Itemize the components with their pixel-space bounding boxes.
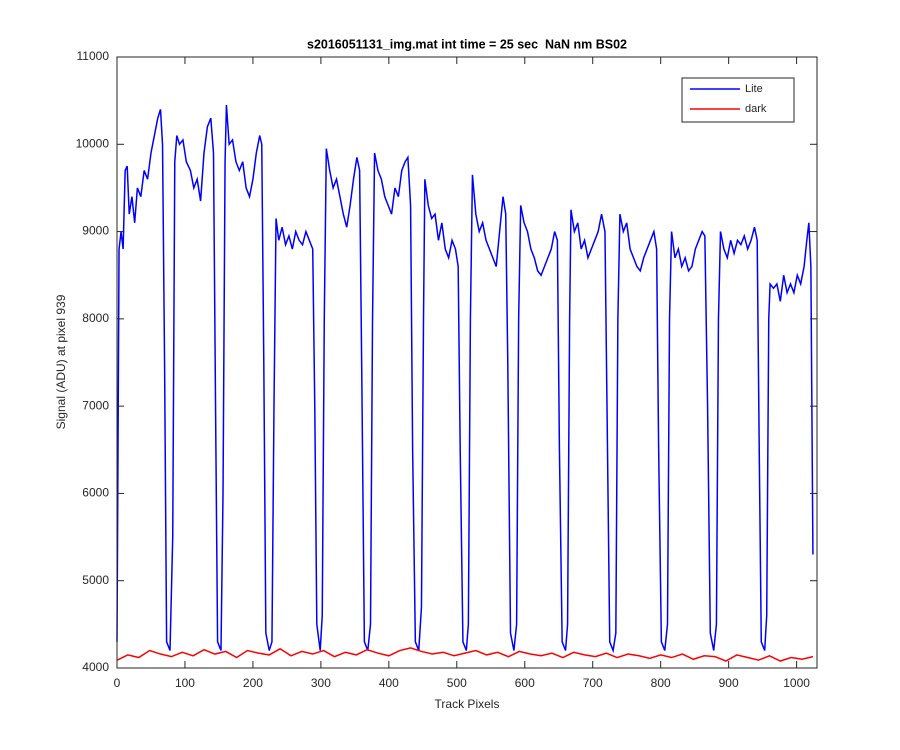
legend-label: Lite — [745, 83, 763, 95]
chart-title: s2016051131_img.mat int time = 25 sec Na… — [307, 37, 627, 51]
y-tick-label: 7000 — [82, 398, 109, 412]
legend-label: dark — [745, 103, 767, 115]
x-axis-label: Track Pixels — [435, 697, 500, 711]
x-tick-label: 900 — [719, 676, 739, 690]
legend-box — [681, 77, 795, 123]
y-tick-label: 5000 — [82, 573, 109, 587]
x-tick-label: 0 — [114, 676, 121, 690]
x-tick-label: 200 — [243, 676, 263, 690]
axes-box — [116, 56, 818, 669]
y-tick-label: 4000 — [82, 660, 109, 674]
x-tick-label: 1000 — [783, 676, 810, 690]
x-tick-label: 500 — [447, 676, 467, 690]
y-tick-label: 9000 — [82, 224, 109, 238]
x-tick-label: 600 — [515, 676, 535, 690]
x-tick-label: 700 — [583, 676, 603, 690]
x-tick-label: 300 — [311, 676, 331, 690]
x-tick-label: 800 — [651, 676, 671, 690]
y-axis-label: Signal (ADU) at pixel 939 — [54, 294, 68, 429]
x-tick-label: 100 — [175, 676, 195, 690]
data-line — [116, 104, 814, 654]
y-tick-label: 6000 — [82, 486, 109, 500]
data-line — [116, 647, 814, 662]
x-tick-label: 400 — [379, 676, 399, 690]
y-tick-label: 8000 — [82, 311, 109, 325]
y-tick-label: 11000 — [77, 49, 110, 63]
y-tick-label: 10000 — [76, 136, 110, 150]
